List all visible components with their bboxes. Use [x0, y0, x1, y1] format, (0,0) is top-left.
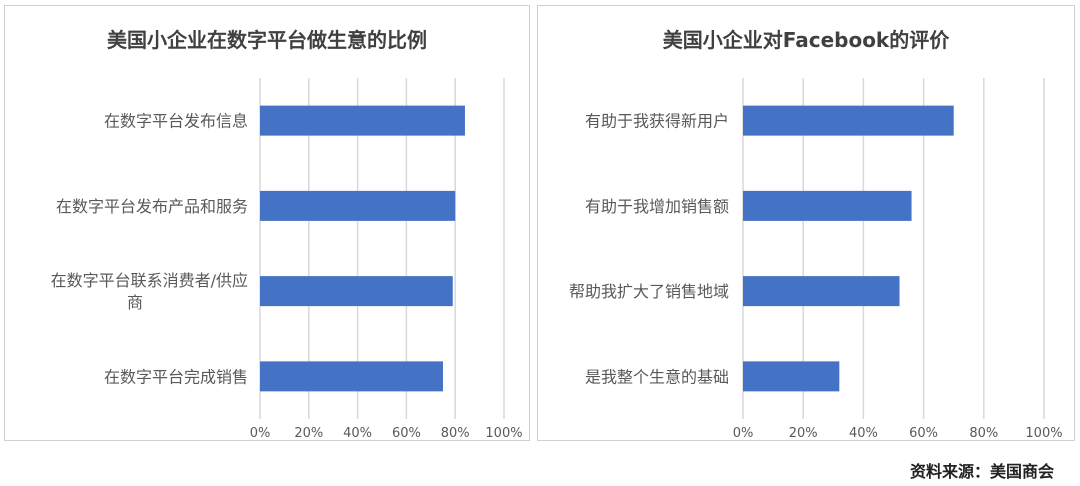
- x-tick-label: 80%: [441, 426, 470, 441]
- bar-chart-right: 0% 20% 40% 60% 80% 100% 有助于我获得新用户有助于我增加销售额帮助我扩…: [569, 78, 1063, 441]
- x-tick-label: 100%: [485, 426, 522, 441]
- x-tick-label: 20%: [294, 426, 323, 441]
- category-label: 在数字平台完成销售: [104, 367, 248, 386]
- x-tick-label: 100%: [1025, 426, 1062, 441]
- category-label: 在数字平台联系消费者/供应: [51, 271, 248, 290]
- bar: [743, 276, 900, 307]
- chart-panel-left: 美国小企业在数字平台做生意的比例 0% 20% 40% 60% 80% 100% 在数字平台…: [4, 5, 530, 441]
- bar-chart-left: 0% 20% 40% 60% 80% 100%在数字平台发布信息在数字平台发布产品和服务在…: [51, 78, 523, 441]
- bar: [743, 361, 840, 392]
- x-tick-label: 40%: [849, 426, 878, 441]
- source-note: 资料来源：美国商会: [909, 462, 1054, 481]
- bar: [260, 190, 456, 221]
- chart-title: 美国小企业在数字平台做生意的比例: [107, 28, 427, 52]
- x-tick-label: 80%: [969, 426, 998, 441]
- category-label: 在数字平台发布产品和服务: [56, 197, 248, 216]
- x-tick-label: 40%: [343, 426, 372, 441]
- category-label: 有助于我获得新用户: [585, 112, 729, 131]
- category-label: 在数字平台发布信息: [104, 112, 248, 131]
- x-tick-label: 0%: [250, 426, 271, 441]
- category-label: 是我整个生意的基础: [585, 367, 729, 386]
- x-tick-label: 60%: [909, 426, 938, 441]
- bar: [743, 190, 912, 221]
- bar: [260, 276, 453, 307]
- x-tick-label: 0%: [733, 426, 754, 441]
- category-label: 帮助我扩大了销售地域: [569, 282, 729, 301]
- category-label: 有助于我增加销售额: [585, 197, 729, 216]
- chart-title: 美国小企业对Facebook的评价: [662, 28, 950, 52]
- chart-panel-right: 美国小企业对Facebook的评价 0% 20% 40% 60% 80% 100% 有助于我…: [537, 5, 1075, 441]
- x-tick-label: 60%: [392, 426, 421, 441]
- category-label: 商: [127, 293, 143, 312]
- bar: [260, 361, 443, 392]
- x-tick-label: 20%: [789, 426, 818, 441]
- bar: [743, 105, 954, 136]
- bar: [260, 105, 465, 136]
